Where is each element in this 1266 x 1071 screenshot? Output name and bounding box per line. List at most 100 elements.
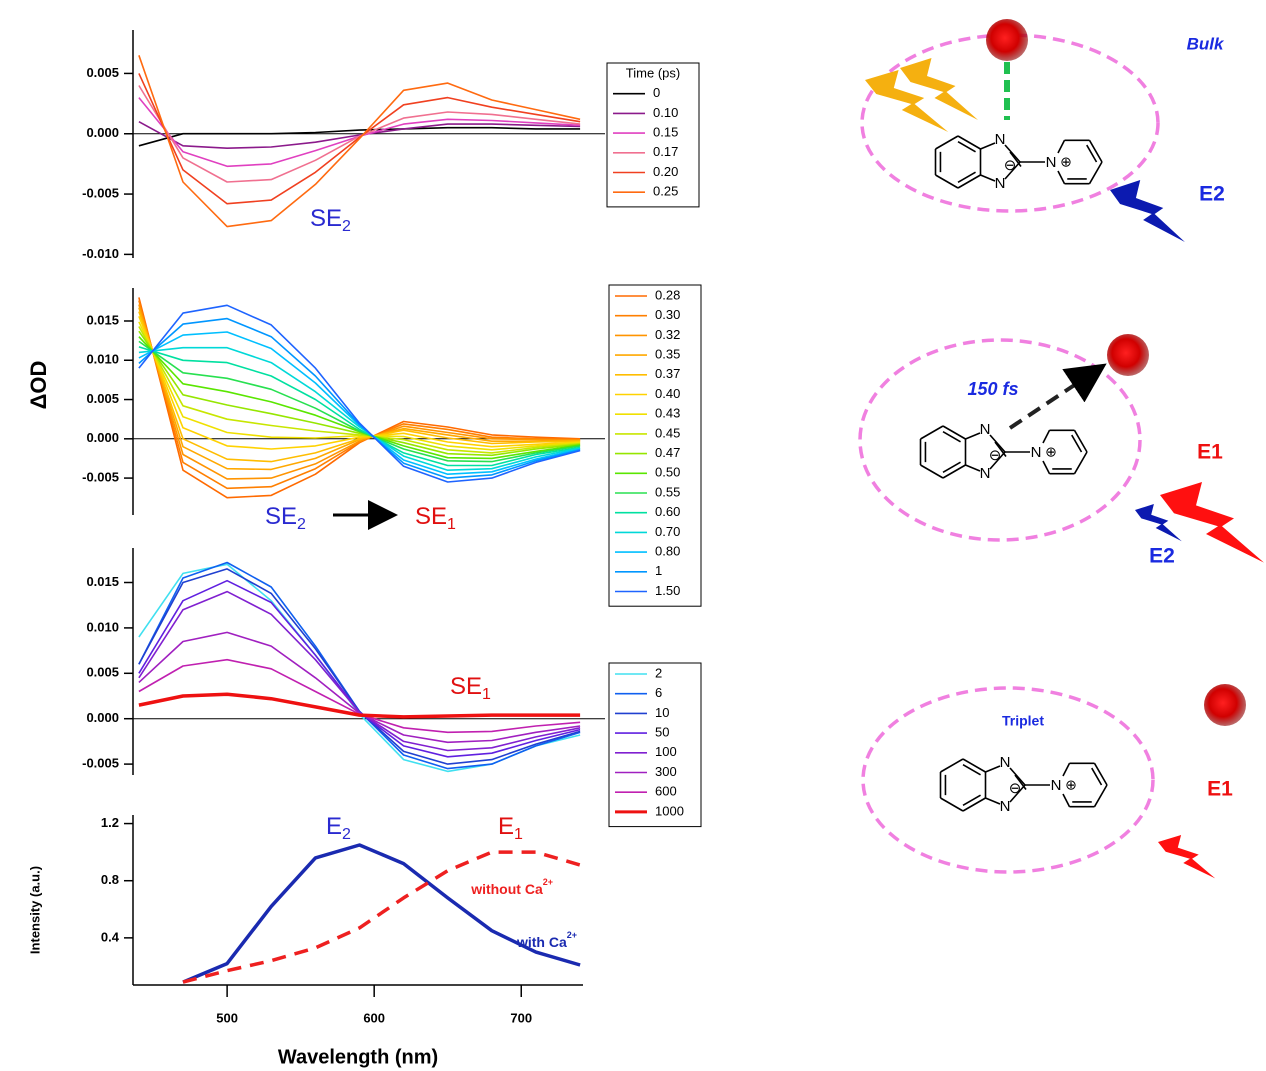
- emission-label: E2: [1149, 545, 1175, 568]
- bond: [1093, 784, 1108, 808]
- atom-label: N: [995, 131, 1006, 148]
- annotation-text: E: [498, 813, 514, 840]
- spectrum-line: [138, 330, 581, 457]
- spectrum-line: [138, 73, 581, 205]
- bond: [1093, 762, 1108, 786]
- annotation-subscript: 1: [482, 686, 491, 703]
- legend-label: 1: [655, 563, 662, 578]
- annotation-text: SE: [450, 673, 482, 700]
- legend-label: 0.25: [653, 184, 678, 199]
- diagram: [858, 19, 1264, 879]
- legend-label: 0: [653, 85, 660, 100]
- series-label: with Ca2+: [516, 930, 577, 949]
- release-arrow: [1008, 363, 1107, 430]
- atom-label: N: [1000, 798, 1011, 815]
- cavity: [861, 686, 1155, 874]
- legend-label: 1000: [655, 803, 684, 818]
- y-tick-label: 0.8: [101, 872, 119, 887]
- spectrum-line: [138, 326, 581, 454]
- y-tick-label: 0.015: [86, 312, 119, 327]
- legend-label: 0.37: [655, 366, 680, 381]
- atom-label: ⊕: [1060, 154, 1072, 170]
- series-name-sup: 2+: [567, 930, 577, 940]
- legend-label: 1.50: [655, 583, 680, 598]
- x-axis-label: Wavelength (nm): [278, 1046, 438, 1068]
- spectrum-line: [138, 97, 581, 168]
- x-tick-label: 500: [216, 1010, 238, 1025]
- y-tick-label: 0.000: [86, 125, 119, 140]
- legend-box: [608, 662, 702, 828]
- legend-label: 300: [655, 764, 677, 779]
- annotation-subscript: 2: [342, 826, 351, 843]
- legend-label: 0.28: [655, 287, 680, 302]
- cavity: [858, 338, 1142, 542]
- bond: [1042, 429, 1051, 444]
- annotation: SE2: [265, 503, 306, 533]
- ion: [1107, 334, 1149, 376]
- ion: [1204, 684, 1246, 726]
- legend-label: 6: [655, 685, 662, 700]
- bond: [962, 794, 981, 806]
- atom-label: ⊖: [989, 447, 1002, 464]
- emission-bolt: [1160, 482, 1264, 563]
- spectrum-line: [138, 120, 581, 149]
- panel-label: Triplet: [1002, 713, 1044, 729]
- bond: [1009, 767, 1026, 786]
- legend-label: 0.55: [655, 484, 680, 499]
- bond: [957, 141, 976, 153]
- annotation: SE2: [310, 205, 351, 235]
- spectrum-line: [138, 692, 581, 719]
- bond: [1009, 784, 1026, 803]
- panel-label: 150 fs: [967, 379, 1018, 399]
- bond: [989, 434, 1006, 453]
- spectrum-line: [138, 579, 581, 758]
- bond: [989, 451, 1006, 470]
- annotation-subscript: 1: [447, 516, 456, 533]
- emission-label: E1: [1207, 778, 1233, 801]
- spectrum-line: [182, 843, 581, 984]
- y-tick-label: 0.4: [101, 929, 120, 944]
- bond: [1004, 144, 1021, 163]
- atom-label: ⊕: [1065, 777, 1077, 793]
- bond: [1071, 434, 1083, 453]
- spectrum-line: [138, 346, 581, 467]
- annotation-text: SE: [265, 503, 297, 530]
- bond: [1057, 139, 1066, 154]
- legend-label: 600: [655, 784, 677, 799]
- emission-label: E1: [1197, 441, 1223, 464]
- series-name-sup: 2+: [543, 877, 553, 887]
- bond: [920, 464, 944, 479]
- spectrum-line: [138, 304, 581, 483]
- legend-label: 0.47: [655, 445, 680, 460]
- legend-label: 10: [655, 705, 669, 720]
- spectrum-line: [182, 850, 581, 984]
- bond: [985, 797, 1001, 805]
- bond: [957, 174, 981, 189]
- bond: [980, 142, 996, 150]
- y-tick-label: 0.015: [86, 574, 119, 589]
- atom-label: ⊖: [1009, 780, 1022, 797]
- bond: [940, 797, 964, 812]
- annotation-text: SE: [415, 503, 447, 530]
- bond: [935, 174, 959, 189]
- bond: [957, 135, 981, 150]
- bond: [1086, 144, 1098, 163]
- atom-label: N: [980, 421, 991, 438]
- emission-label: E2: [1199, 183, 1225, 206]
- series-name: without Ca: [470, 881, 543, 897]
- legend-label: 0.32: [655, 327, 680, 342]
- spectrum-line: [138, 631, 581, 744]
- y-tick-label: -0.010: [82, 246, 119, 261]
- annotation: SE1: [450, 673, 491, 703]
- atom-label: N: [1000, 754, 1011, 771]
- cavity: [860, 33, 1160, 213]
- molecule: NNN⊖ ⊕: [939, 754, 1108, 815]
- spectrum-line: [138, 561, 581, 770]
- bond: [942, 461, 961, 473]
- bond: [965, 432, 981, 440]
- bond: [1057, 170, 1066, 185]
- spectrum-line: [138, 590, 581, 752]
- bond: [1042, 460, 1051, 475]
- panel-label: Bulk: [1187, 34, 1225, 53]
